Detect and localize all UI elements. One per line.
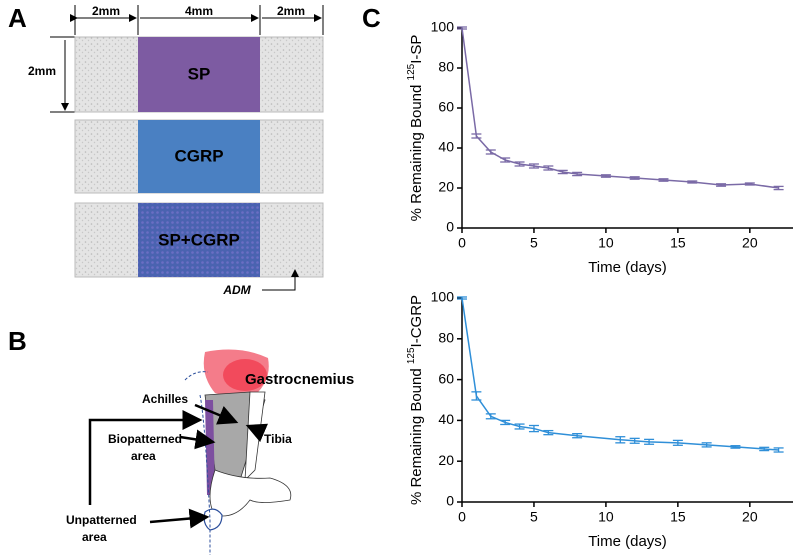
error-bar	[457, 26, 467, 30]
anatomy-label: Gastrocnemius	[245, 371, 354, 388]
error-bar	[500, 419, 511, 426]
x-tick-label: 15	[670, 235, 686, 251]
anatomy-label: Achilles	[142, 392, 188, 406]
error-bar	[716, 183, 727, 187]
y-tick-label: 60	[438, 99, 454, 115]
y-tick-label: 0	[446, 493, 454, 509]
error-bar	[485, 149, 496, 155]
error-bar	[514, 423, 525, 430]
data-line	[461, 27, 779, 189]
error-bar	[629, 437, 640, 444]
panel-label: A	[8, 3, 27, 33]
error-bar	[672, 439, 683, 446]
dimension-label: 2mm	[28, 64, 56, 78]
dimension-label: 4mm	[185, 4, 213, 18]
error-bar	[615, 436, 626, 444]
x-axis-label: Time (days)	[588, 259, 667, 276]
error-bar	[773, 185, 784, 191]
strip-label: SP+CGRP	[158, 230, 240, 249]
anatomy-label: area	[82, 530, 107, 544]
anatomy-label: Tibia	[264, 432, 292, 446]
x-tick-label: 0	[458, 509, 466, 525]
error-bar	[557, 169, 568, 175]
y-axis-label-part: I-SP	[408, 35, 425, 64]
dimension-label: 2mm	[92, 4, 120, 18]
y-axis-label: % Remaining Bound 125I-CGRP	[406, 295, 425, 505]
dimension-label: 2mm	[277, 4, 305, 18]
anatomy-label: Biopatterned	[108, 432, 182, 446]
error-bar	[500, 157, 511, 163]
x-axis-label: Time (days)	[588, 533, 667, 550]
error-bar	[572, 433, 583, 439]
y-axis-label-part: I-CGRP	[408, 295, 425, 348]
y-tick-label: 40	[438, 139, 454, 155]
error-bar	[773, 447, 784, 453]
diagram-b	[88, 349, 292, 555]
error-bar	[543, 165, 554, 171]
error-bar	[759, 446, 770, 452]
y-tick-label: 80	[438, 59, 454, 75]
y-tick-label: 20	[438, 179, 454, 195]
error-bar	[629, 176, 640, 180]
diagram-a	[50, 5, 324, 291]
y-tick-label: 100	[431, 19, 455, 35]
data-line	[461, 297, 779, 451]
error-bar	[543, 429, 554, 436]
y-axis-label-part: % Remaining Bound	[408, 364, 425, 505]
error-bar	[658, 178, 669, 182]
error-bar	[572, 171, 583, 177]
x-tick-label: 10	[598, 235, 614, 251]
strip-label: CGRP	[174, 146, 223, 165]
y-tick-label: 100	[431, 289, 455, 305]
error-bar	[471, 391, 482, 401]
error-bar	[730, 445, 741, 449]
y-tick-label: 60	[438, 370, 454, 386]
error-bar	[457, 296, 467, 300]
anatomy-label: area	[131, 449, 156, 463]
error-bar	[528, 424, 539, 433]
x-tick-label: 10	[598, 509, 614, 525]
x-tick-label: 5	[530, 235, 538, 251]
y-axis-label-part: 125	[406, 347, 417, 364]
y-tick-label: 20	[438, 452, 454, 468]
y-axis-label-part: % Remaining Bound	[408, 80, 425, 221]
x-tick-label: 20	[742, 509, 758, 525]
error-bar	[600, 174, 611, 178]
y-tick-label: 0	[446, 219, 454, 235]
error-bar	[701, 442, 712, 448]
x-tick-label: 0	[458, 235, 466, 251]
anatomy-label: Unpatterned	[66, 513, 137, 527]
adm-label: ADM	[222, 283, 251, 297]
y-axis-label-part: 125	[406, 63, 417, 80]
x-tick-label: 5	[530, 509, 538, 525]
y-tick-label: 40	[438, 411, 454, 427]
x-tick-label: 20	[742, 235, 758, 251]
y-axis-label: % Remaining Bound 125I-SP	[406, 35, 425, 222]
error-bar	[644, 438, 655, 445]
strip-label: SP	[188, 64, 211, 83]
error-bar	[485, 413, 496, 420]
x-tick-label: 15	[670, 509, 686, 525]
error-bar	[471, 133, 482, 139]
panel-label: C	[362, 3, 381, 33]
error-bar	[687, 180, 698, 184]
panel-label: B	[8, 326, 27, 356]
error-bar	[744, 182, 755, 186]
y-tick-label: 80	[438, 330, 454, 346]
error-bar	[514, 161, 525, 167]
error-bar	[528, 163, 539, 169]
